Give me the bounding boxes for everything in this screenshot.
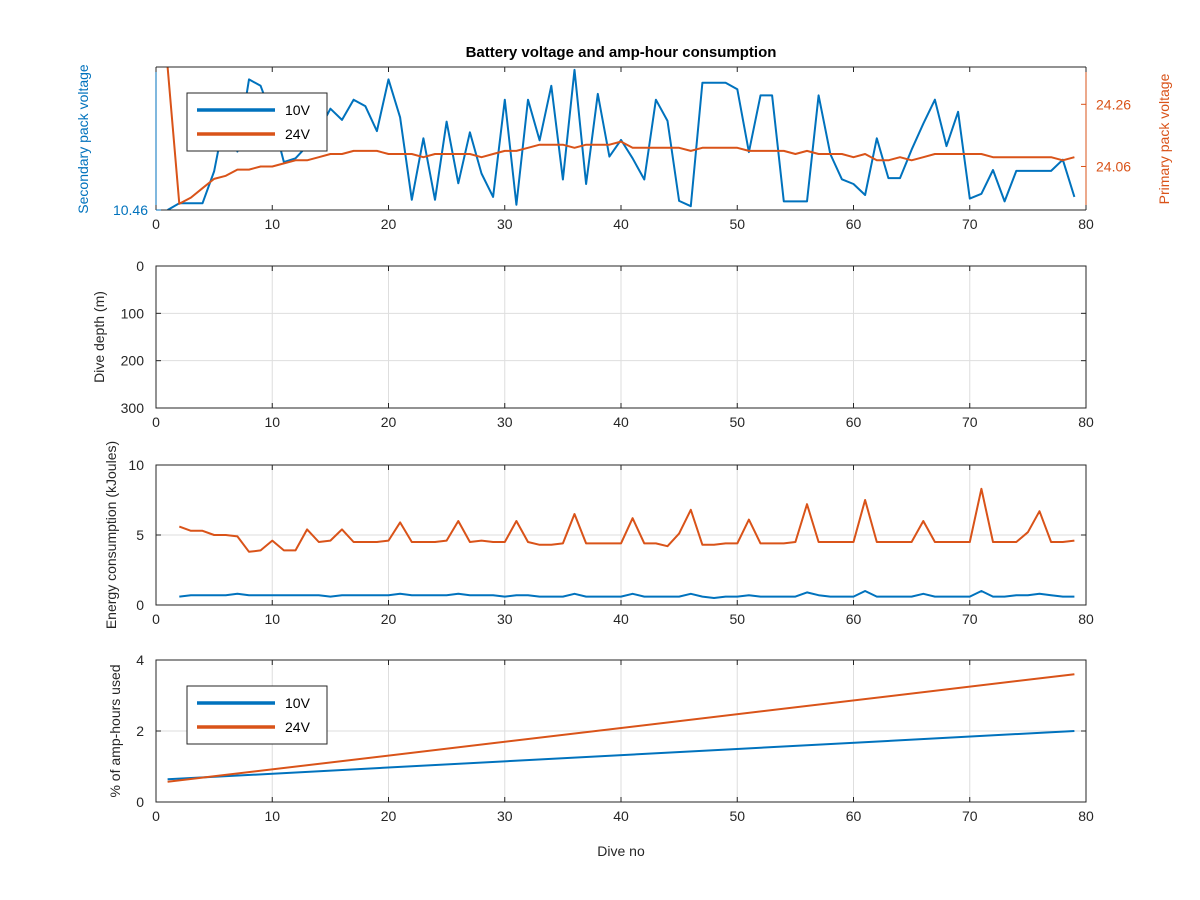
y-right-axis-label: Primary pack voltage [1156,73,1172,204]
plot-area [178,487,1075,599]
x-tick-label: 80 [1078,216,1094,232]
x-tick-label: 50 [729,216,745,232]
panel-voltage: 0 10 20 30 40 50 60 70 80 10.46 24.06 24.26 Secondar… [75,64,1172,232]
x-tick-label: 10 [264,414,280,430]
series-line-1 [178,487,1075,553]
x-tick-label: 60 [846,414,862,430]
x-tick-label: 30 [497,611,513,627]
x-tick-label: 70 [962,216,978,232]
x-tick-label: 10 [264,611,280,627]
x-tick-label: 30 [497,216,513,232]
x-tick-label: 20 [381,611,397,627]
legend-box [186,685,328,745]
panel-2: 0 10 20 30 40 50 60 70 80 0 100 200 300 Dive depth (m… [91,258,1094,430]
y-axis-label: % of amp-hours used [107,664,123,797]
x-tick-label: 20 [381,808,397,824]
series-line-0 [179,590,1075,599]
x-tick-label: 60 [846,216,862,232]
x-tick-label: 40 [613,611,629,627]
x-tick-label: 70 [962,414,978,430]
x-tick-label: 30 [497,808,513,824]
y-axis-label: Secondary pack voltage [75,64,91,214]
series-line-10V [167,730,1075,781]
x-tick-label: 50 [729,414,745,430]
x-tick-label: 50 [729,611,745,627]
y-tick-label: 0 [136,258,144,274]
panel-4: 0 10 20 30 40 50 60 70 80 0 2 4 % of amp-hours used D… [107,652,1094,859]
y-tick-label: 200 [121,353,145,369]
panel-3: 0 10 20 30 40 50 60 70 80 0 5 10 Energy consumption … [103,441,1094,629]
y-tick-label: 0 [136,794,144,810]
legend: 10V 24V [186,685,328,745]
legend-label: 24V [285,719,311,735]
x-tick-label: 0 [152,216,160,232]
x-tick-label: 20 [381,414,397,430]
x-tick-label: 80 [1078,611,1094,627]
x-tick-label: 40 [613,414,629,430]
x-tick-label: 10 [264,216,280,232]
y-tick-label: 10.46 [113,202,148,218]
x-tick-label: 40 [613,808,629,824]
y-tick-label: 100 [121,305,145,321]
x-tick-label: 70 [962,611,978,627]
legend-label: 10V [285,102,311,118]
x-tick-label: 0 [152,414,160,430]
grid [155,464,1087,606]
legend-label: 24V [285,126,311,142]
legend-label: 10V [285,695,311,711]
x-axis-label: Dive no [597,843,645,859]
y-tick-label: 300 [121,400,145,416]
x-tick-label: 10 [264,808,280,824]
x-tick-label: 80 [1078,414,1094,430]
x-tick-label: 40 [613,216,629,232]
x-tick-label: 50 [729,808,745,824]
figure-title: Battery voltage and amp-hour consumption [466,44,777,61]
y-tick-label: 4 [136,652,144,668]
y-tick-label: 2 [136,723,144,739]
x-tick-label: 0 [152,611,160,627]
y-right-tick-label: 24.06 [1096,158,1131,174]
grid [155,265,1087,409]
x-tick-label: 60 [846,611,862,627]
x-tick-label: 80 [1078,808,1094,824]
series-line-24V [166,67,1075,205]
x-tick-label: 0 [152,808,160,824]
x-tick-label: 30 [497,414,513,430]
y-tick-label: 10 [128,457,144,473]
x-tick-label: 60 [846,808,862,824]
x-tick-label: 20 [381,216,397,232]
x-tick-label: 70 [962,808,978,824]
y-axis-label: Energy consumption (kJoules) [103,441,119,629]
series-line-24V [167,673,1075,783]
y-axis-label: Dive depth (m) [91,291,107,383]
y-tick-label: 0 [136,597,144,613]
y-tick-label: 5 [136,527,144,543]
plot-area [167,673,1075,783]
legend: 10V 24V [186,92,328,152]
y-right-tick-label: 24.26 [1096,96,1131,112]
legend-box [186,92,328,152]
